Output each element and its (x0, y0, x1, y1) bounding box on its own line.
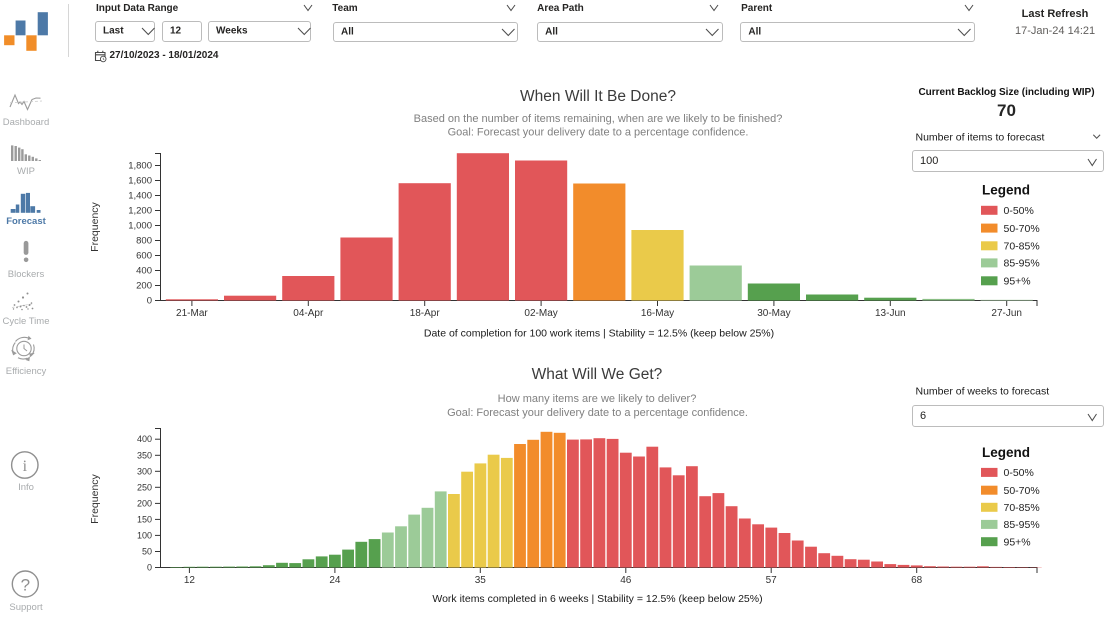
svg-text:250: 250 (137, 482, 152, 492)
svg-text:Frequency: Frequency (89, 201, 101, 251)
svg-text:18-Apr: 18-Apr (410, 308, 441, 319)
svg-text:What Will We Get?: What Will We Get? (532, 366, 663, 383)
svg-text:400: 400 (137, 434, 152, 444)
svg-text:200: 200 (137, 498, 152, 508)
svg-text:Goal: Forecast your delivery d: Goal: Forecast your delivery date to a p… (447, 407, 748, 419)
svg-text:50-70%: 50-70% (1004, 485, 1040, 497)
svg-text:Current Backlog Size (includin: Current Backlog Size (including WIP) (918, 87, 1094, 98)
svg-text:When Will It Be Done?: When Will It Be Done? (520, 88, 676, 105)
svg-text:1,200: 1,200 (128, 206, 152, 217)
svg-text:1,600: 1,600 (128, 176, 152, 187)
svg-text:21-Mar: 21-Mar (176, 308, 208, 319)
svg-text:1,800: 1,800 (128, 161, 152, 172)
svg-text:400: 400 (136, 266, 152, 277)
svg-text:How many items are we likely t: How many items are we likely to deliver? (498, 393, 697, 405)
svg-text:02-May: 02-May (524, 308, 557, 319)
svg-text:i: i (23, 458, 28, 475)
svg-text:350: 350 (137, 450, 152, 460)
svg-text:1,400: 1,400 (128, 191, 152, 202)
svg-text:50: 50 (142, 547, 152, 557)
svg-text:Legend: Legend (982, 445, 1030, 460)
svg-text:30-May: 30-May (757, 308, 790, 319)
svg-text:0: 0 (147, 296, 152, 307)
svg-text:95+%: 95+% (1004, 536, 1031, 548)
svg-text:12: 12 (184, 575, 196, 586)
svg-text:100: 100 (137, 530, 152, 540)
svg-text:70: 70 (997, 101, 1016, 120)
svg-text:0: 0 (147, 563, 152, 573)
svg-text:46: 46 (620, 575, 632, 586)
svg-text:70-85%: 70-85% (1004, 502, 1040, 514)
svg-text:70-85%: 70-85% (1004, 241, 1040, 253)
svg-text:300: 300 (137, 466, 152, 476)
svg-text:Date of completion for 100 wor: Date of completion for 100 work items | … (424, 328, 774, 340)
svg-text:24: 24 (329, 575, 341, 586)
svg-text:Goal: Forecast your delivery d: Goal: Forecast your delivery date to a p… (448, 127, 749, 139)
svg-text:Based on the number of items r: Based on the number of items remaining, … (414, 113, 783, 125)
svg-text:Number of weeks to forecast: Number of weeks to forecast (916, 386, 1050, 398)
svg-text:57: 57 (766, 575, 778, 586)
svg-text:0-50%: 0-50% (1004, 205, 1034, 217)
svg-text:16-May: 16-May (641, 308, 674, 319)
svg-text:35: 35 (475, 575, 487, 586)
svg-text:85-95%: 85-95% (1004, 258, 1040, 270)
svg-text:0-50%: 0-50% (1004, 467, 1034, 479)
svg-text:27-Jun: 27-Jun (991, 308, 1022, 319)
svg-text:Number of items to forecast: Number of items to forecast (916, 132, 1045, 144)
svg-text:200: 200 (136, 281, 152, 292)
svg-text:Work items completed in 6 week: Work items completed in 6 weeks | Stabil… (432, 593, 762, 605)
svg-text:600: 600 (136, 251, 152, 262)
svg-text:150: 150 (137, 514, 152, 524)
svg-text:800: 800 (136, 236, 152, 247)
svg-text:95+%: 95+% (1004, 276, 1031, 288)
svg-text:68: 68 (911, 575, 923, 586)
svg-text:50-70%: 50-70% (1004, 223, 1040, 235)
svg-text:Frequency: Frequency (89, 473, 101, 523)
svg-text:?: ? (21, 576, 30, 595)
svg-text:85-95%: 85-95% (1004, 519, 1040, 531)
svg-text:13-Jun: 13-Jun (875, 308, 906, 319)
svg-text:1,000: 1,000 (128, 221, 152, 232)
svg-text:Legend: Legend (982, 183, 1030, 198)
svg-text:04-Apr: 04-Apr (293, 308, 324, 319)
